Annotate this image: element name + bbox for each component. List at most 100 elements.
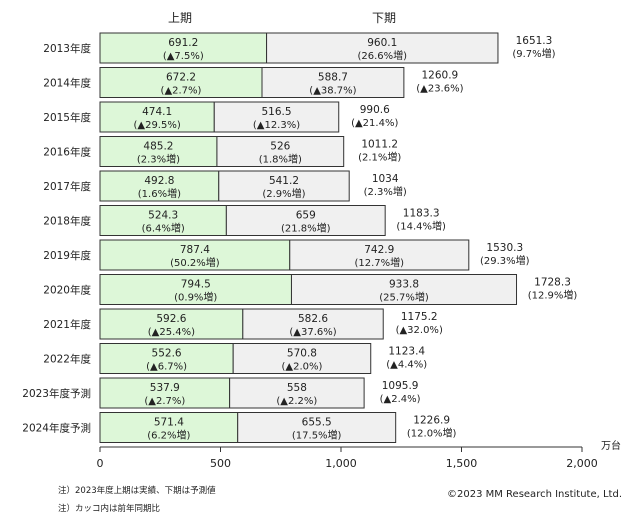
bars-layer: 2013年度 691.2 (▲7.5%) 960.1(26.6%増) 1651.3(9.… bbox=[22, 32, 578, 443]
bar-first-half bbox=[99, 308, 244, 340]
bar-first-half bbox=[99, 343, 234, 374]
first-half-change: (▲25.4%) bbox=[148, 327, 195, 338]
bar-second-half bbox=[266, 32, 499, 64]
category-label: 2015年度 bbox=[43, 111, 91, 124]
bar-row: 2017年度 492.8(1.6%増) 541.2(2.9%増) 1034(2.3%増… bbox=[43, 170, 407, 202]
first-half-change: (▲6.7%) bbox=[146, 362, 187, 373]
total-change: (12.9%増) bbox=[528, 289, 578, 302]
first-half-value: 592.6 bbox=[156, 313, 186, 325]
x-tick-label: 500 bbox=[210, 457, 231, 470]
bar-row: 2013年度 691.2 (▲7.5%) 960.1(26.6%増) 1651.3(9.… bbox=[43, 32, 556, 64]
bar-row: 2023年度予測 537.9 (▲2.7%) 558 (▲2.2%) 1095.9 (▲2.… bbox=[22, 377, 421, 409]
total-change: (14.4%増) bbox=[396, 220, 446, 233]
second-half-change: (1.8%増) bbox=[259, 153, 302, 166]
note-forecast: 注）2023年度上期は実績、下期は予測値 bbox=[58, 485, 216, 496]
category-label: 2022年度 bbox=[43, 353, 91, 366]
second-half-change: (▲12.3%) bbox=[253, 120, 300, 131]
second-half-change: (2.9%増) bbox=[262, 187, 305, 200]
first-half-value: 787.4 bbox=[180, 244, 210, 256]
bar-first-half bbox=[99, 67, 263, 98]
total-value: 1260.9 bbox=[422, 70, 459, 82]
category-label: 2020年度 bbox=[43, 284, 91, 297]
first-half-change: (▲2.7%) bbox=[161, 86, 202, 97]
second-half-value: 655.5 bbox=[302, 417, 332, 429]
bar-row: 2019年度 787.4(50.2%増) 742.9(12.7%増) 1530.3(2… bbox=[43, 239, 530, 271]
first-half-value: 794.5 bbox=[181, 279, 211, 291]
bar-second-half bbox=[289, 239, 470, 271]
first-half-value: 537.9 bbox=[150, 382, 180, 394]
total-value: 1651.3 bbox=[516, 35, 553, 47]
bar-row: 2018年度 524.3(6.4%増) 659(21.8%増) 1183.3(14.4… bbox=[43, 205, 446, 236]
bar-row: 2021年度 592.6 (▲25.4%) 582.6 (▲37.6%) 1175.2 (▲… bbox=[43, 308, 443, 340]
first-half-value: 552.6 bbox=[152, 348, 182, 360]
bar-row: 2022年度 552.6 (▲6.7%) 570.8 (▲2.0%) 1123.4 (▲4.… bbox=[43, 343, 427, 374]
first-half-change: (6.2%増) bbox=[147, 429, 190, 442]
first-half-change: (2.3%増) bbox=[137, 153, 180, 166]
second-half-value: 570.8 bbox=[287, 348, 317, 360]
first-half-value: 524.3 bbox=[148, 210, 178, 222]
second-half-change: (▲2.2%) bbox=[276, 396, 317, 407]
total-change: (▲2.4%) bbox=[380, 394, 421, 405]
first-half-value: 691.2 bbox=[168, 37, 198, 49]
category-label: 2014年度 bbox=[43, 77, 91, 90]
second-half-change: (▲2.0%) bbox=[282, 362, 323, 373]
first-half-change: (▲7.5%) bbox=[163, 51, 204, 62]
total-value: 1226.9 bbox=[413, 415, 450, 427]
total-change: (2.1%増) bbox=[358, 151, 401, 164]
total-value: 1034 bbox=[372, 173, 399, 185]
first-half-change: (▲2.7%) bbox=[144, 396, 185, 407]
bar-second-half bbox=[232, 343, 372, 374]
bar-second-half bbox=[213, 101, 340, 133]
total-change: (▲21.4%) bbox=[351, 118, 398, 129]
category-label: 2017年度 bbox=[43, 180, 91, 193]
category-label: 2019年度 bbox=[43, 249, 91, 262]
second-half-value: 588.7 bbox=[318, 72, 348, 84]
second-half-change: (12.7%増) bbox=[354, 256, 404, 269]
x-tick-label: 1,500 bbox=[446, 457, 478, 470]
bar-second-half bbox=[261, 67, 405, 98]
second-half-value: 582.6 bbox=[298, 313, 328, 325]
second-half-change: (21.8%増) bbox=[281, 222, 331, 235]
bar-second-half bbox=[225, 205, 386, 236]
category-label: 2013年度 bbox=[43, 42, 91, 55]
bar-second-half bbox=[229, 377, 365, 409]
first-half-value: 474.1 bbox=[142, 106, 172, 118]
second-half-value: 541.2 bbox=[269, 175, 299, 187]
category-label: 2021年度 bbox=[43, 318, 91, 331]
second-half-value: 558 bbox=[287, 382, 307, 394]
total-value: 1011.2 bbox=[361, 139, 398, 151]
first-half-change: (0.9%増) bbox=[174, 291, 217, 304]
first-half-change: (1.6%増) bbox=[138, 187, 181, 200]
total-value: 1175.2 bbox=[401, 311, 438, 323]
total-value: 1183.3 bbox=[403, 208, 440, 220]
bar-first-half bbox=[99, 32, 268, 64]
bar-row: 2016年度 485.2(2.3%増) 526(1.8%増) 1011.2(2.1%増… bbox=[43, 136, 401, 167]
second-half-change: (26.6%増) bbox=[357, 49, 407, 62]
first-half-value: 492.8 bbox=[144, 175, 174, 187]
second-half-value: 960.1 bbox=[367, 37, 397, 49]
x-tick-label: 0 bbox=[97, 457, 104, 470]
category-label: 2018年度 bbox=[43, 215, 91, 228]
total-value: 1095.9 bbox=[382, 380, 419, 392]
first-half-value: 672.2 bbox=[166, 72, 196, 84]
bar-row: 2024年度予測 571.4(6.2%増) 655.5(17.5%増) 1226.9(… bbox=[22, 412, 457, 443]
second-half-value: 933.8 bbox=[389, 279, 419, 291]
second-half-value: 659 bbox=[296, 210, 316, 222]
total-value: 990.6 bbox=[360, 104, 390, 116]
x-tick-label: 2,000 bbox=[566, 457, 598, 470]
bar-first-half bbox=[99, 170, 220, 202]
total-change: (2.3%増) bbox=[364, 185, 407, 198]
first-half-change: (▲29.5%) bbox=[133, 120, 180, 131]
second-half-value: 516.5 bbox=[261, 106, 291, 118]
category-label: 2024年度予測 bbox=[22, 422, 91, 435]
first-half-change: (6.4%増) bbox=[142, 222, 185, 235]
total-change: (▲23.6%) bbox=[416, 84, 463, 95]
category-label: 2023年度予測 bbox=[22, 387, 91, 400]
total-value: 1728.3 bbox=[534, 277, 571, 289]
bar-first-half bbox=[99, 101, 215, 133]
bar-row: 2015年度 474.1 (▲29.5%) 516.5 (▲12.3%) 990.6 (▲2… bbox=[43, 101, 398, 133]
x-axis: 0 500 1,000 1,500 2,000 bbox=[97, 446, 598, 470]
bar-second-half bbox=[242, 308, 384, 340]
note-parentheses: 注）カッコ内は前年同期比 bbox=[58, 503, 160, 514]
